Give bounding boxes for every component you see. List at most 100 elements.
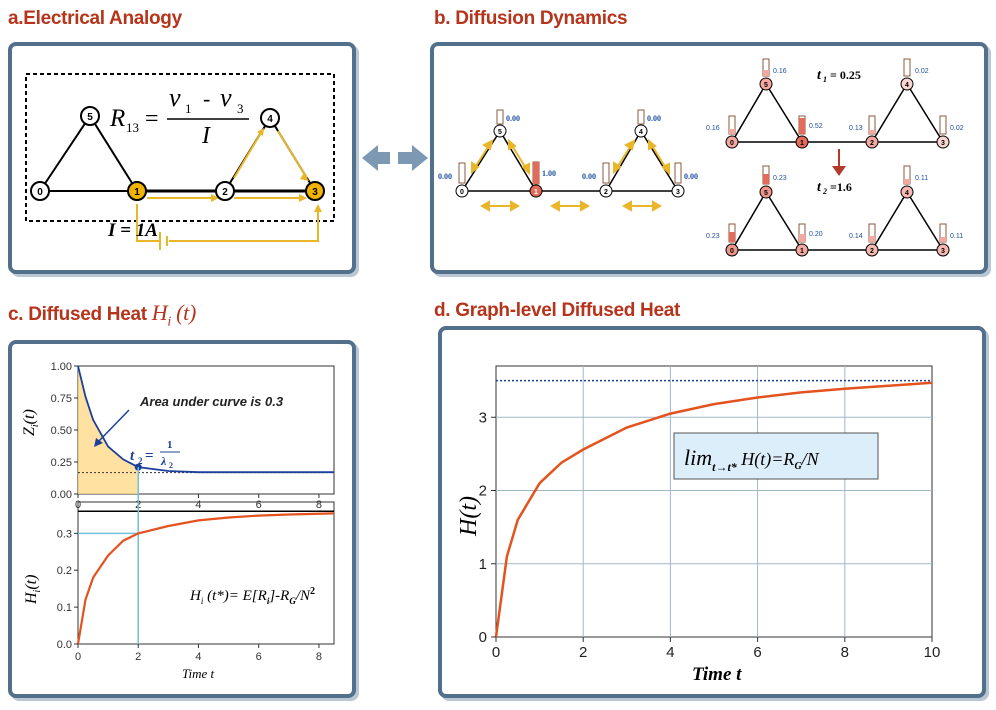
h-ytick-label: 2 — [479, 483, 487, 500]
h-xtick-label: 4 — [666, 644, 674, 661]
zi-curve — [77, 365, 334, 474]
h-ytick-label: 1 — [479, 556, 487, 573]
svg-text:R: R — [109, 105, 125, 132]
t1-node-5: 5 — [759, 77, 773, 91]
dashed-frame — [25, 73, 335, 222]
t2-value-0: 0.23 — [706, 233, 720, 240]
hi-ytick-label: 0.2 — [57, 565, 72, 577]
limit-formula-box: limt→t* H(t)=RG/N — [673, 432, 879, 480]
left-node-2: 2 — [599, 184, 613, 198]
electrical-analogy-diagram: 0 1 2 3 4 5 R 13 = ν 1 - ν 3 I I = 1A — [25, 73, 335, 250]
hi-ytick-label: 0.0 — [57, 639, 72, 651]
t2-value-3: 0.11 — [950, 233, 963, 240]
t2-label: t 2 =1.6 — [817, 180, 852, 196]
panel-c: 0.00 0.25 0.50 0.75 1.00 0 2 4 6 8 Zi(t) Area und… — [8, 340, 356, 698]
svg-text:2: 2 — [222, 187, 228, 198]
svg-text:4: 4 — [905, 190, 909, 197]
h-ytick-label: 3 — [479, 409, 487, 426]
svg-text:2: 2 — [604, 189, 608, 196]
zi-ytick-label: 0.50 — [51, 425, 72, 437]
svg-text:-: - — [203, 86, 210, 111]
hi-xtick-label: 8 — [316, 651, 322, 663]
svg-text:2: 2 — [822, 187, 827, 196]
h-xtick-label: 8 — [841, 644, 849, 661]
panel-a: 0 1 2 3 4 5 R 13 = ν 1 - ν 3 I I = 1A — [8, 42, 356, 274]
svg-text:0: 0 — [37, 187, 43, 198]
svg-text:1: 1 — [534, 189, 538, 196]
left-node-1: 1 — [529, 184, 543, 198]
left-node-5: 5 — [493, 124, 507, 138]
hi-ytick-label: 0.1 — [57, 602, 72, 614]
node-4: 4 — [260, 108, 280, 128]
svg-text:= 0.25: = 0.25 — [830, 68, 861, 82]
t1-node-1: 1 — [795, 135, 809, 149]
svg-text:3: 3 — [941, 140, 945, 147]
t2-node-2: 2 — [865, 243, 879, 257]
h-xtick-label: 10 — [924, 644, 941, 661]
h-xtick-label: 2 — [579, 644, 587, 661]
svg-text:1: 1 — [800, 248, 804, 255]
t1-node-2: 2 — [865, 135, 879, 149]
svg-text:0: 0 — [730, 248, 734, 255]
zi-ytick-label: 1.00 — [51, 361, 72, 373]
zi-ytick-label: 0.25 — [51, 457, 72, 469]
svg-text:2: 2 — [138, 456, 143, 466]
t1-node-4: 4 — [900, 77, 914, 91]
t1-value-2: 0.13 — [849, 125, 863, 132]
panel-c-title: c. Diffused Heat Hi (t) — [8, 300, 197, 330]
t2-value-1: 0.20 — [809, 231, 823, 238]
svg-text:=1.6: =1.6 — [830, 180, 852, 194]
t2-node-3: 3 — [936, 243, 950, 257]
resistance-formula: R 13 = ν 1 - ν 3 I — [109, 83, 249, 149]
left-value-3: 0.00 — [684, 172, 698, 181]
zi-area — [78, 366, 139, 494]
node-3: 3 — [305, 181, 325, 201]
svg-text:5: 5 — [764, 190, 768, 197]
panel-d: 0 2 4 6 8 10 0 1 2 3 H(t) Time t limt→t* H(t)=RG/… — [438, 326, 986, 698]
t2-point — [134, 463, 142, 471]
t2-node-4: 4 — [900, 185, 914, 199]
left-value-1: 1.00 — [542, 169, 556, 178]
svg-text:0: 0 — [460, 189, 464, 196]
hi-curve — [76, 512, 335, 645]
t2-node-1: 1 — [795, 243, 809, 257]
t2-value-5: 0.23 — [773, 175, 787, 182]
svg-text:3: 3 — [237, 101, 244, 116]
time-down-arrow-icon — [832, 149, 846, 176]
hi-xtick-label: 4 — [195, 651, 201, 663]
t2-node-5: 5 — [759, 185, 773, 199]
t2-graph: 5 0 1 2 3 4 0.23 0.23 0.20 0.14 0.11 0.1… — [706, 165, 963, 257]
t2-value-4: 0.11 — [915, 175, 928, 182]
h-ytick-label: 0 — [479, 629, 487, 646]
t1-value-5: 0.16 — [773, 68, 787, 75]
left-value-4: 0.00 — [647, 114, 661, 123]
svg-text:5: 5 — [764, 82, 768, 89]
graph-level-heat-chart: 0 2 4 6 8 10 0 1 2 3 H(t) Time t limt→t* H(t)=RG/… — [456, 365, 941, 685]
zi-chart: 0.000.250.500.751.0002468 Zi(t) Area und… — [21, 361, 335, 511]
svg-text:1: 1 — [800, 140, 804, 147]
hi-xtick-label: 0 — [75, 651, 81, 663]
svg-text:t: t — [130, 448, 135, 464]
diffused-heat-charts: 0.00 0.25 0.50 0.75 1.00 0 2 4 6 8 Zi(t) Area und… — [21, 361, 335, 681]
hi-formula: Hi (t*)= E[Ri]-RG/N2 — [189, 586, 315, 606]
t1-value-3: 0.02 — [950, 125, 964, 132]
svg-text:5: 5 — [87, 112, 93, 123]
svg-text:13: 13 — [126, 120, 139, 135]
analogy-double-arrow-icon — [362, 145, 428, 171]
hi-xtick-label: 6 — [256, 651, 262, 663]
left-value-2: 0.00 — [582, 172, 596, 181]
svg-text:4: 4 — [905, 82, 909, 89]
hi-ylabel: Hi(t) — [23, 575, 43, 605]
svg-text:1: 1 — [134, 187, 140, 198]
left-graph: 0 1 5 2 3 4 0.00 1.00 0.00 0.00 0.00 0.0… — [438, 109, 698, 212]
t1-label: t 1 = 0.25 — [817, 68, 861, 84]
panel-b: 0 1 5 2 3 4 0.00 1.00 0.00 0.00 0.00 0.0… — [430, 42, 988, 274]
svg-text:3: 3 — [941, 248, 945, 255]
left-value-5: 0.00 — [506, 114, 520, 123]
svg-text:limt→t* H(t)=RG/N: limt→t* H(t)=RG/N — [684, 445, 820, 474]
svg-text:3: 3 — [676, 189, 680, 196]
svg-text:1: 1 — [823, 75, 827, 84]
zi-xtick-label: 6 — [256, 499, 262, 511]
svg-text:2: 2 — [870, 248, 874, 255]
zi-ytick-label: 0.00 — [51, 489, 72, 501]
